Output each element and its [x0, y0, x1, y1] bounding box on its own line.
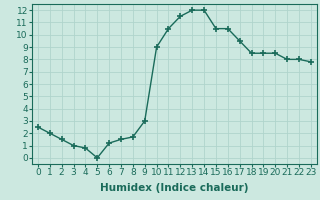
X-axis label: Humidex (Indice chaleur): Humidex (Indice chaleur) — [100, 183, 249, 193]
